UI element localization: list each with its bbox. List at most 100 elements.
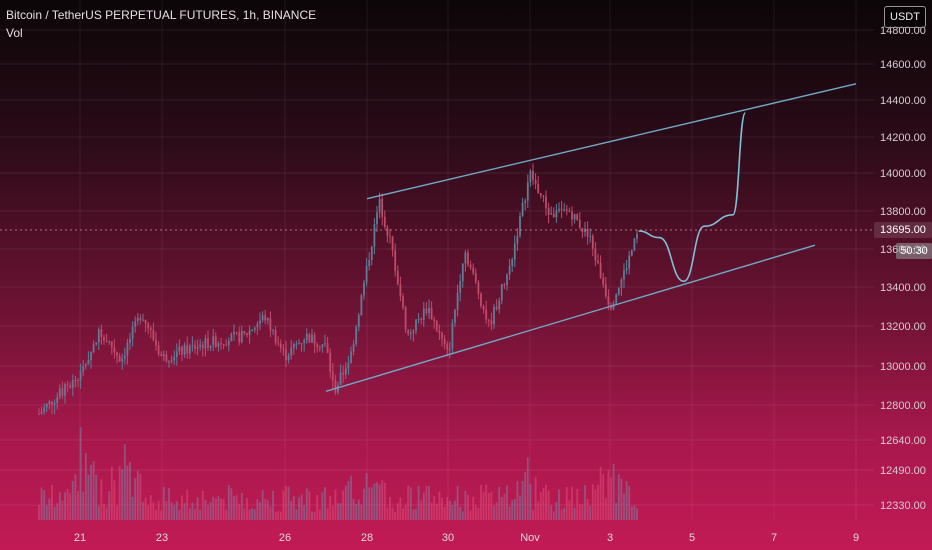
- volume-bar: [500, 496, 503, 520]
- candle-body: [485, 309, 488, 320]
- candle-body: [181, 346, 183, 355]
- price-tick-label: 14200.00: [880, 132, 926, 144]
- volume-bar: [383, 482, 386, 520]
- volume-bar: [435, 503, 438, 520]
- time-tick-label: 3: [607, 532, 613, 544]
- candle-body: [318, 347, 321, 349]
- price-tick-label: 12800.00: [880, 400, 926, 412]
- trendline[interactable]: [325, 244, 816, 393]
- candle-body: [464, 252, 467, 264]
- volume-bar: [116, 505, 118, 520]
- candle-body: [420, 318, 423, 320]
- time-axis[interactable]: 21 23 26 28 30 Nov 3 5 7 9: [74, 532, 859, 544]
- volume-bar: [482, 491, 485, 520]
- volume-bar: [487, 493, 490, 520]
- candle-body: [516, 235, 519, 244]
- candle-body: [547, 207, 550, 215]
- volume-bar: [370, 487, 373, 520]
- volume-bar: [576, 489, 579, 520]
- volume-bar: [373, 483, 376, 520]
- volume-bar: [240, 492, 243, 520]
- volume-bar: [287, 486, 290, 520]
- candle-body: [292, 343, 295, 348]
- volume-bar: [152, 502, 155, 520]
- volume-bar: [508, 506, 511, 520]
- volume-bar: [155, 509, 157, 520]
- candle-body: [628, 255, 631, 269]
- chart-header: Bitcoin / TetherUS PERPETUAL FUTURES, 1h…: [6, 8, 317, 22]
- candle-body: [545, 196, 547, 208]
- candle-body: [305, 333, 308, 341]
- volume-bar: [108, 491, 111, 520]
- candle-body: [272, 329, 274, 331]
- volume-bar: [95, 474, 98, 520]
- volume-bar: [64, 492, 66, 520]
- projection-path[interactable]: [638, 112, 747, 283]
- candle-body: [383, 217, 386, 227]
- volume-bar: [97, 505, 100, 520]
- volume-bar: [142, 501, 144, 520]
- volume-bar: [209, 502, 212, 520]
- candle-body: [581, 227, 584, 233]
- candle-body: [246, 333, 248, 336]
- candle-body: [61, 388, 64, 396]
- volume-bar: [214, 498, 217, 520]
- candle-body: [43, 407, 46, 412]
- price-tick-label: 13200.00: [880, 321, 926, 333]
- candle-body: [175, 351, 178, 358]
- candle-body: [38, 413, 40, 415]
- candle-body: [240, 331, 243, 343]
- volume-bar: [438, 491, 441, 520]
- volume-bar: [355, 503, 358, 520]
- trendlines[interactable]: [325, 83, 857, 393]
- candle-body: [238, 332, 241, 343]
- candle-body: [443, 338, 446, 345]
- volume-bar: [352, 498, 355, 520]
- candle-body: [599, 262, 602, 278]
- candle-body: [363, 282, 365, 296]
- volume-bar: [602, 474, 605, 520]
- price-axis[interactable]: 14800.00 14600.00 14400.00 14200.00 14000.00…: [880, 25, 926, 512]
- candle-body: [157, 345, 160, 355]
- candle-body: [459, 281, 462, 293]
- volume-bar: [573, 507, 576, 520]
- trendline[interactable]: [366, 83, 857, 200]
- volume-bar: [503, 493, 506, 520]
- candle-body: [563, 209, 566, 211]
- volume-bar: [363, 488, 365, 520]
- projection-curve[interactable]: [638, 112, 747, 283]
- volume-bar: [610, 477, 612, 520]
- candle-body: [139, 317, 142, 321]
- volume-bar: [178, 509, 181, 520]
- volume-bar: [394, 511, 397, 520]
- volume-bar: [425, 485, 428, 520]
- volume-bar: [542, 488, 545, 520]
- volume-bar: [118, 466, 121, 520]
- candle-body: [495, 306, 498, 309]
- candle-body: [48, 401, 51, 404]
- candle-body: [74, 379, 77, 381]
- candle-body: [412, 330, 415, 333]
- candle-body: [508, 266, 511, 275]
- volume-indicator-label[interactable]: Vol: [6, 26, 23, 40]
- candle-body: [113, 347, 116, 353]
- candle-body: [500, 284, 503, 301]
- interval-label[interactable]: 1h: [242, 8, 257, 22]
- candle-body: [451, 322, 454, 349]
- volume-bar: [56, 503, 59, 520]
- candle-body: [422, 308, 425, 320]
- candle-body: [409, 332, 412, 334]
- candle-body: [467, 252, 469, 265]
- bar-countdown-tag: 50:30: [896, 243, 932, 259]
- volume-bar: [516, 481, 519, 520]
- symbol-name[interactable]: Bitcoin / TetherUS PERPETUAL FUTURES: [6, 8, 237, 22]
- volume-bar: [48, 498, 51, 520]
- volume-bar: [82, 491, 85, 520]
- currency-button[interactable]: USDT: [884, 6, 926, 28]
- volume-bar: [134, 478, 137, 520]
- chart-grid: [0, 0, 874, 520]
- candle-body: [220, 343, 222, 345]
- volume-bar: [357, 499, 360, 520]
- candle-body: [357, 315, 360, 327]
